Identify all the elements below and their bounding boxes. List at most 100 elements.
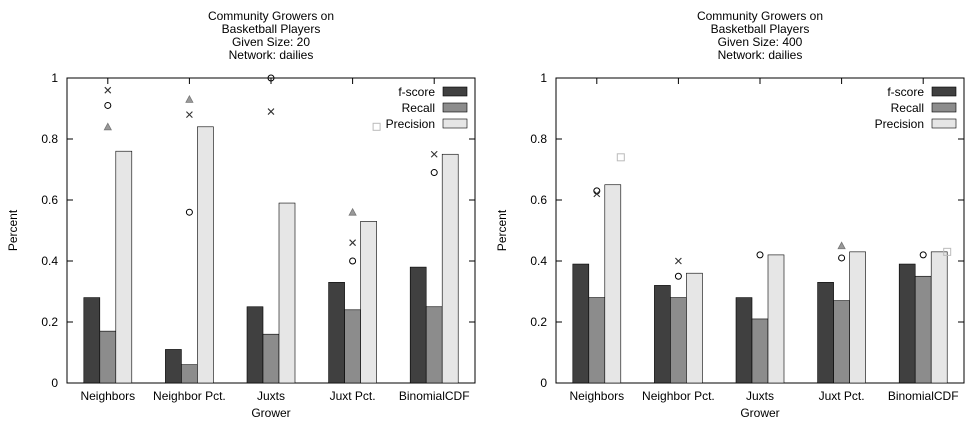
chart-title-line: Network: dailies <box>718 48 803 62</box>
y-tick-label: 0.2 <box>530 315 547 329</box>
x-tick-label: Neighbors <box>569 389 624 403</box>
y-tick-label: 1 <box>51 71 58 85</box>
y-tick-label: 0 <box>51 376 58 390</box>
y-tick-label: 0.6 <box>530 193 547 207</box>
point-marker-circle <box>919 251 927 259</box>
bar-precision <box>278 202 296 384</box>
legend-swatch <box>442 118 468 129</box>
bar-f-score <box>654 285 671 384</box>
bar-precision <box>930 251 948 384</box>
y-axis-label: Percent <box>6 209 20 251</box>
x-tick-label: Neighbor Pct. <box>153 389 226 403</box>
legend-swatch <box>931 118 957 129</box>
point-marker-square <box>372 122 381 131</box>
bar-f-score <box>572 263 590 384</box>
legend-label: f-score <box>887 85 924 99</box>
x-tick-label: Juxts <box>746 389 774 403</box>
legend-swatch <box>442 86 468 97</box>
point-marker-circle <box>185 208 193 216</box>
chart-title-line: Community Growers on <box>208 9 334 23</box>
chart-title-line: Basketball Players <box>711 22 810 36</box>
point-marker-triangle <box>837 241 846 250</box>
point-marker-triangle <box>348 207 357 216</box>
bar-f-score <box>735 297 753 384</box>
x-tick-label: Neighbors <box>80 389 135 403</box>
bar-recall <box>181 364 198 384</box>
chart-title-line: Basketball Players <box>222 22 321 36</box>
point-marker-cross <box>186 111 193 118</box>
chart-title-line: Given Size: 20 <box>232 35 310 49</box>
point-marker-cross <box>267 108 275 115</box>
bar-f-score <box>165 349 182 384</box>
point-marker-cross <box>593 190 601 198</box>
bar-precision <box>360 221 377 384</box>
point-marker-circle <box>756 251 764 259</box>
bar-recall <box>914 275 932 384</box>
bar-recall <box>99 330 117 384</box>
point-marker-square <box>943 247 952 256</box>
bar-f-score <box>83 297 101 384</box>
point-marker-circle <box>593 187 601 195</box>
bar-recall <box>262 333 280 384</box>
point-marker-triangle <box>103 122 112 131</box>
y-tick-label: 0.8 <box>41 132 58 146</box>
bar-precision <box>197 126 214 384</box>
bar-precision <box>686 272 703 384</box>
x-tick-label: Juxt Pct. <box>330 389 376 403</box>
legend-label: Precision <box>386 117 435 131</box>
bar-f-score <box>898 263 916 384</box>
bar-recall <box>588 297 606 384</box>
point-marker-cross <box>104 86 112 94</box>
bar-recall <box>670 297 687 384</box>
point-marker-circle <box>349 257 357 265</box>
x-tick-label: Neighbor Pct. <box>642 389 715 403</box>
point-marker-circle <box>430 169 438 177</box>
point-marker-square <box>616 153 625 162</box>
bar-f-score <box>817 282 834 384</box>
legend-label: Recall <box>891 101 924 115</box>
x-axis-label: Grower <box>740 406 779 420</box>
x-axis-label: Grower <box>251 406 290 420</box>
x-tick-label: BinomialCDF <box>399 389 470 403</box>
legend-label: f-score <box>398 85 435 99</box>
y-tick-label: 0.4 <box>41 254 58 268</box>
point-marker-circle <box>838 254 846 262</box>
y-tick-label: 1 <box>540 71 547 85</box>
legend-swatch <box>931 102 957 113</box>
chart-title-line: Given Size: 400 <box>718 35 803 49</box>
point-marker-triangle <box>185 95 194 103</box>
bar-recall <box>751 318 769 384</box>
point-marker-cross <box>430 150 438 158</box>
point-marker-circle <box>104 101 112 109</box>
bar-precision <box>441 153 459 384</box>
chart-title-line: Network: dailies <box>229 48 314 62</box>
point-marker-cross <box>675 257 682 265</box>
y-tick-label: 0.8 <box>530 132 547 146</box>
bar-precision <box>767 254 785 384</box>
legend-swatch <box>931 86 957 97</box>
bar-f-score <box>409 266 427 384</box>
bar-precision <box>115 150 133 384</box>
legend-label: Recall <box>402 101 435 115</box>
x-tick-label: Juxt Pct. <box>819 389 865 403</box>
point-marker-circle <box>267 74 275 82</box>
bar-f-score <box>328 282 345 384</box>
chart-title-line: Community Growers on <box>697 9 823 23</box>
y-tick-label: 0.6 <box>41 193 58 207</box>
bar-recall <box>425 306 443 384</box>
bar-recall <box>833 300 850 384</box>
y-tick-label: 0.2 <box>41 315 58 329</box>
x-tick-label: Juxts <box>257 389 285 403</box>
y-tick-label: 0 <box>540 376 547 390</box>
point-marker-cross <box>349 239 356 247</box>
point-marker-circle <box>674 272 682 280</box>
bar-f-score <box>246 306 264 384</box>
y-axis-label: Percent <box>495 209 509 251</box>
bar-precision <box>604 184 622 384</box>
legend-label: Precision <box>875 117 924 131</box>
x-tick-label: BinomialCDF <box>888 389 959 403</box>
bar-recall <box>344 309 361 384</box>
